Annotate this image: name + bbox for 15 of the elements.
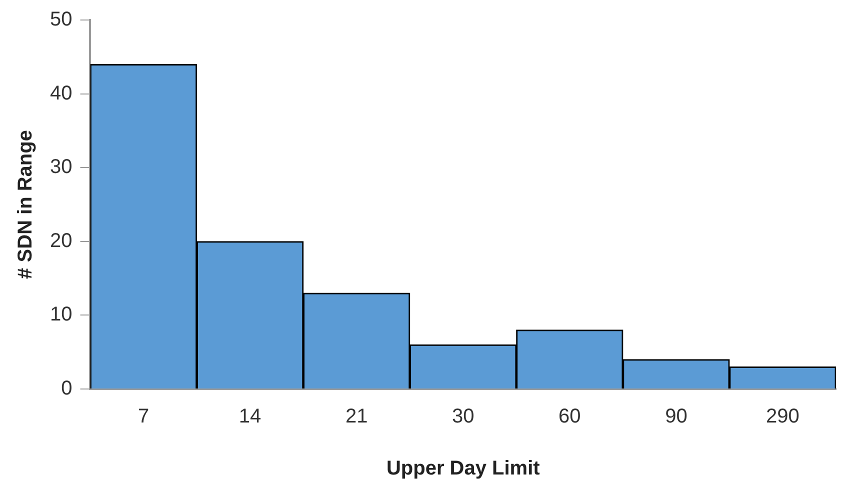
x-tick-label: 21 [345,406,368,428]
x-tick-label: 7 [138,406,150,428]
x-tick-label: 14 [238,406,262,428]
x-tick-label: 30 [452,406,474,428]
y-tick-label: 30 [50,156,72,178]
y-tick-label: 50 [50,8,72,31]
y-axis-title: # SDN in Range [14,130,37,279]
y-tick-label: 0 [61,378,72,400]
y-tick-label: 10 [50,304,72,326]
x-axis-title: Upper Day Limit [386,458,540,480]
x-tick-label: 90 [665,406,688,428]
y-tick-label: 20 [50,230,72,252]
y-tick-label: 40 [50,82,72,104]
x-tick-label: 60 [558,406,581,428]
x-tick-label: 290 [766,406,800,428]
